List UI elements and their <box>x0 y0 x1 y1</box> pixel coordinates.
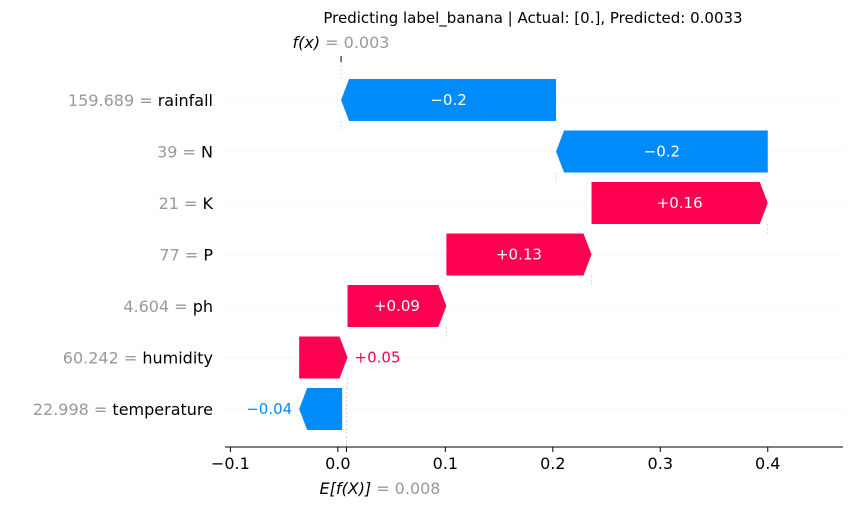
feature-name: ph <box>193 297 213 316</box>
feature-name: P <box>203 245 213 264</box>
bar-humidity <box>299 336 348 379</box>
feature-value: 39 = <box>157 142 201 161</box>
feature-value: 21 = <box>159 194 203 213</box>
feature-label-K: 21 = K <box>159 194 214 213</box>
feature-value: 159.689 = <box>68 91 158 110</box>
bar-label-rainfall: −0.2 <box>430 91 466 109</box>
bar-label-K: +0.16 <box>657 194 703 212</box>
bar-label-ph: +0.09 <box>374 297 420 315</box>
feature-value: 60.242 = <box>63 348 143 367</box>
bar-K <box>591 182 768 224</box>
output-value-label: f(x) <box>293 33 321 52</box>
bar-ph <box>347 285 447 327</box>
bar-layer: −0.2 −0.2 +0.16 +0.13 +0.09 +0.05 −0.04 <box>246 79 768 430</box>
feature-label-rainfall: 159.689 = rainfall <box>68 91 213 110</box>
feature-value: 22.998 = <box>33 400 113 419</box>
annotations: f(x) = 0.003 E[f(X)] = 0.008 <box>293 33 441 498</box>
bar-rainfall <box>341 79 557 121</box>
x-tick-label: 0.2 <box>540 454 565 473</box>
base-value-annotation: E[f(X)] = 0.008 <box>320 479 441 498</box>
feature-label-P: 77 = P <box>159 245 213 264</box>
feature-name: N <box>201 142 213 161</box>
bar-N <box>556 130 768 173</box>
feature-label-ph: 4.604 = ph <box>123 297 213 316</box>
feature-labels: 159.689 = rainfall 39 = N 21 = K 77 = P 4.60… <box>33 91 214 419</box>
x-tick-label: −0.1 <box>211 454 250 473</box>
chart-title: Predicting label_banana | Actual: [0.], … <box>323 9 742 28</box>
x-tick-label: 0.3 <box>648 454 673 473</box>
base-value-text: = 0.008 <box>376 479 440 498</box>
feature-name: humidity <box>142 348 213 367</box>
feature-name: K <box>203 194 214 213</box>
x-tick-label: 0.1 <box>433 454 458 473</box>
bar-label-humidity: +0.05 <box>355 349 401 367</box>
feature-label-humidity: 60.242 = humidity <box>63 348 213 367</box>
output-value-annotation: f(x) = 0.003 <box>293 33 390 52</box>
bar-label-N: −0.2 <box>644 143 680 161</box>
x-axis: −0.1 0.0 0.1 0.2 0.3 0.4 <box>211 446 843 473</box>
feature-value: 4.604 = <box>123 297 192 316</box>
output-value-text: = 0.003 <box>325 33 389 52</box>
bar-temperature <box>299 388 343 430</box>
bar-label-temperature: −0.04 <box>246 400 292 418</box>
x-tick-label: 0.0 <box>325 454 350 473</box>
feature-value: 77 = <box>159 245 203 264</box>
x-tick-label: 0.4 <box>755 454 780 473</box>
feature-name: temperature <box>112 400 213 419</box>
bar-P <box>446 233 592 276</box>
base-value-label: E[f(X)] <box>320 479 372 498</box>
feature-label-temperature: 22.998 = temperature <box>33 400 213 419</box>
feature-label-N: 39 = N <box>157 142 213 161</box>
feature-name: rainfall <box>158 91 213 110</box>
connector-layer <box>340 56 769 447</box>
bar-label-P: +0.13 <box>496 246 542 264</box>
